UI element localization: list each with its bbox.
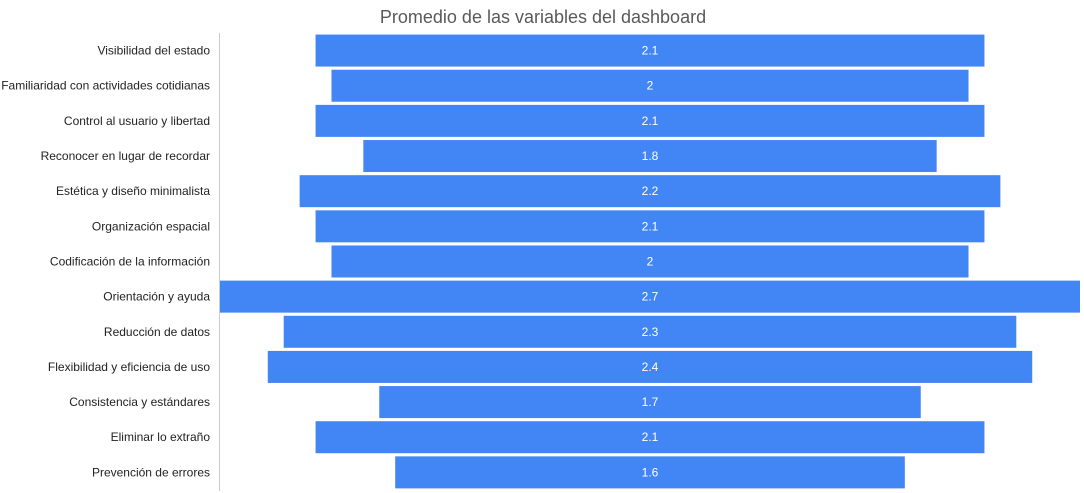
category-label-7: Codificación de la información [50, 254, 210, 268]
value-label-13: 1.6 [642, 465, 659, 479]
value-labels-group: 2.1 2 2.1 1.8 2.2 2.1 2 2.7 2.3 2.4 1.7 2.1 1.6 [642, 44, 659, 480]
bar-7[interactable] [331, 245, 969, 278]
bar-9[interactable] [283, 315, 1017, 348]
category-label-6: Organización espacial [92, 219, 210, 233]
value-label-9: 2.3 [642, 325, 659, 339]
value-label-3: 2.1 [642, 114, 659, 128]
bar-12[interactable] [315, 421, 985, 454]
value-label-7: 2 [647, 254, 654, 268]
value-label-1: 2.1 [642, 44, 659, 58]
value-label-4: 1.8 [642, 149, 659, 163]
bar-10[interactable] [267, 350, 1033, 383]
value-label-2: 2 [647, 79, 654, 93]
category-label-12: Eliminar lo extraño [111, 430, 211, 444]
category-label-3: Control al usuario y libertad [64, 114, 210, 128]
bar-3[interactable] [315, 104, 985, 137]
value-label-6: 2.1 [642, 219, 659, 233]
bar-4[interactable] [363, 140, 937, 173]
bar-2[interactable] [331, 69, 969, 102]
bar-1[interactable] [315, 34, 985, 67]
category-label-9: Reducción de datos [104, 325, 210, 339]
bar-6[interactable] [315, 210, 985, 243]
category-label-8: Orientación y ayuda [103, 290, 210, 304]
category-label-4: Reconocer en lugar de recordar [41, 149, 210, 163]
bar-13[interactable] [395, 456, 905, 489]
value-label-12: 2.1 [642, 430, 659, 444]
bars-group [220, 34, 1080, 489]
category-label-10: Flexibilidad y eficiencia de uso [48, 360, 210, 374]
bar-8[interactable] [220, 280, 1080, 313]
category-label-13: Prevención de errores [92, 465, 210, 479]
bar-5[interactable] [299, 175, 1001, 208]
category-label-2: Familiaridad con actividades cotidianas [1, 79, 210, 93]
category-label-5: Estética y diseño minimalista [56, 184, 210, 198]
value-label-11: 1.7 [642, 395, 659, 409]
value-label-10: 2.4 [642, 360, 659, 374]
value-label-8: 2.7 [642, 290, 659, 304]
category-label-1: Visibilidad del estado [97, 44, 210, 58]
category-label-11: Consistencia y estándares [69, 395, 210, 409]
bar-11[interactable] [379, 386, 921, 419]
category-labels-group: Visibilidad del estado Familiaridad con a… [1, 44, 210, 480]
value-label-5: 2.2 [642, 184, 659, 198]
chart-title: Promedio de las variables del dashboard [380, 7, 706, 27]
